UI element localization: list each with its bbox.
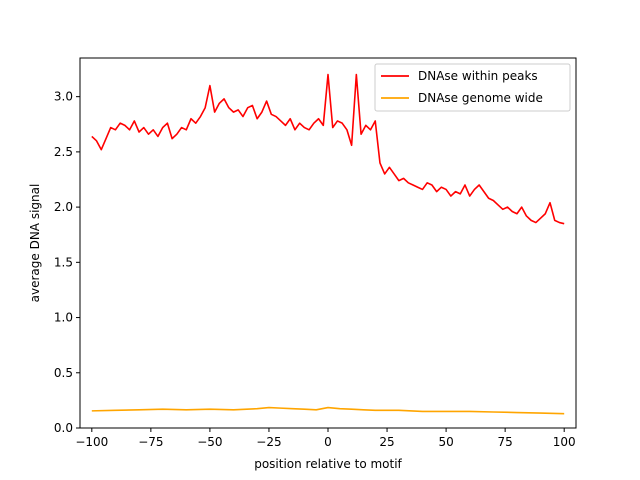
y-tick-label: 2.5 bbox=[54, 145, 73, 159]
series-line-dnase-within-peaks bbox=[91, 73, 565, 225]
legend-label-dnase-genome-wide: DNAse genome wide bbox=[418, 91, 543, 105]
y-tick-label: 1.5 bbox=[54, 255, 73, 269]
x-axis-label: position relative to motif bbox=[254, 457, 402, 471]
x-tick-label: 0 bbox=[324, 435, 332, 449]
x-tick-label: 75 bbox=[498, 435, 513, 449]
plot-frame bbox=[79, 57, 577, 429]
y-tick-label: 3.0 bbox=[54, 90, 73, 104]
legend: DNAse within peaks DNAse genome wide bbox=[374, 63, 571, 112]
x-tick-label: 100 bbox=[553, 435, 576, 449]
series-layer bbox=[91, 73, 565, 415]
y-tick-label: 0.0 bbox=[54, 421, 73, 435]
x-tick-label: −100 bbox=[75, 435, 108, 449]
x-tick-label: 25 bbox=[379, 435, 394, 449]
legend-label-dnase-within-peaks: DNAse within peaks bbox=[418, 69, 538, 83]
y-tick-label: 0.5 bbox=[54, 366, 73, 380]
x-axis-ticks: −100 −75 −50 −25 0 25 50 75 100 bbox=[75, 428, 576, 449]
series-line-dnase-genome-wide bbox=[91, 406, 565, 415]
y-axis-label: average DNA signal bbox=[28, 184, 42, 303]
x-tick-label: −25 bbox=[256, 435, 281, 449]
x-tick-label: 50 bbox=[438, 435, 453, 449]
y-axis-ticks: 0.0 0.5 1.0 1.5 2.0 2.5 3.0 bbox=[54, 90, 80, 435]
x-tick-label: −75 bbox=[138, 435, 163, 449]
legend-frame bbox=[374, 63, 571, 112]
y-tick-label: 2.0 bbox=[54, 200, 73, 214]
y-tick-label: 1.0 bbox=[54, 311, 73, 325]
x-tick-label: −50 bbox=[197, 435, 222, 449]
plot-area-background bbox=[80, 58, 576, 428]
